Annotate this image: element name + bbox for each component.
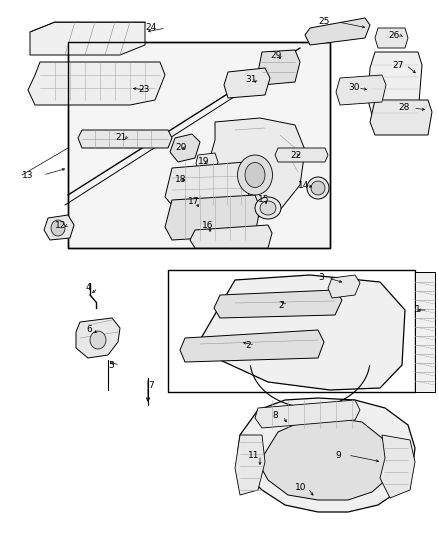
- Polygon shape: [78, 130, 172, 148]
- Text: 9: 9: [335, 450, 341, 459]
- Text: 5: 5: [108, 360, 114, 369]
- Text: 6: 6: [86, 326, 92, 335]
- Text: 22: 22: [290, 150, 301, 159]
- Ellipse shape: [307, 177, 329, 199]
- Text: 19: 19: [198, 157, 209, 166]
- Text: 10: 10: [295, 483, 307, 492]
- Ellipse shape: [255, 197, 281, 219]
- Text: 26: 26: [388, 30, 399, 39]
- Polygon shape: [68, 42, 330, 248]
- Text: 30: 30: [348, 84, 360, 93]
- Polygon shape: [170, 134, 200, 162]
- Text: 2: 2: [278, 301, 284, 310]
- Bar: [168, 270, 415, 392]
- Polygon shape: [190, 225, 272, 248]
- Bar: [68, 42, 330, 248]
- Polygon shape: [208, 118, 305, 218]
- Text: 31: 31: [245, 76, 257, 85]
- Text: 20: 20: [175, 143, 187, 152]
- Polygon shape: [415, 272, 435, 392]
- Text: 16: 16: [202, 221, 213, 230]
- Text: 14: 14: [298, 181, 309, 190]
- Polygon shape: [380, 435, 415, 498]
- Polygon shape: [258, 418, 392, 500]
- Ellipse shape: [237, 155, 272, 195]
- Text: 11: 11: [248, 450, 259, 459]
- Text: 12: 12: [55, 221, 67, 230]
- Text: 1: 1: [415, 305, 421, 314]
- Ellipse shape: [311, 181, 325, 195]
- Polygon shape: [375, 28, 408, 48]
- Text: 27: 27: [392, 61, 403, 69]
- Ellipse shape: [245, 163, 265, 188]
- Polygon shape: [30, 22, 145, 55]
- Text: 24: 24: [145, 23, 156, 33]
- Polygon shape: [180, 330, 324, 362]
- Text: 17: 17: [188, 198, 199, 206]
- Polygon shape: [368, 52, 422, 120]
- Text: 4: 4: [86, 284, 92, 293]
- Polygon shape: [370, 100, 432, 135]
- Text: 8: 8: [272, 411, 278, 421]
- Polygon shape: [275, 148, 328, 162]
- Polygon shape: [76, 318, 120, 358]
- Ellipse shape: [260, 201, 276, 215]
- Polygon shape: [328, 275, 360, 298]
- Polygon shape: [44, 215, 74, 240]
- Polygon shape: [28, 62, 165, 105]
- Polygon shape: [305, 18, 370, 45]
- Polygon shape: [200, 275, 405, 390]
- Ellipse shape: [51, 220, 65, 236]
- Text: 13: 13: [22, 171, 33, 180]
- Polygon shape: [255, 400, 360, 428]
- Polygon shape: [336, 75, 386, 105]
- Polygon shape: [224, 68, 270, 98]
- Polygon shape: [165, 162, 252, 205]
- Text: 21: 21: [115, 133, 127, 142]
- Text: 29: 29: [270, 51, 281, 60]
- Polygon shape: [214, 290, 342, 318]
- Text: 23: 23: [138, 85, 149, 94]
- Text: 7: 7: [148, 381, 154, 390]
- Polygon shape: [196, 153, 218, 173]
- Polygon shape: [258, 50, 300, 85]
- Text: 3: 3: [318, 273, 324, 282]
- Text: 15: 15: [258, 196, 269, 205]
- Polygon shape: [165, 195, 260, 240]
- Polygon shape: [238, 398, 415, 512]
- Text: 25: 25: [318, 18, 329, 27]
- Text: 18: 18: [175, 175, 187, 184]
- Text: 2: 2: [245, 341, 251, 350]
- Polygon shape: [235, 435, 265, 495]
- Text: 28: 28: [398, 103, 410, 112]
- Ellipse shape: [90, 331, 106, 349]
